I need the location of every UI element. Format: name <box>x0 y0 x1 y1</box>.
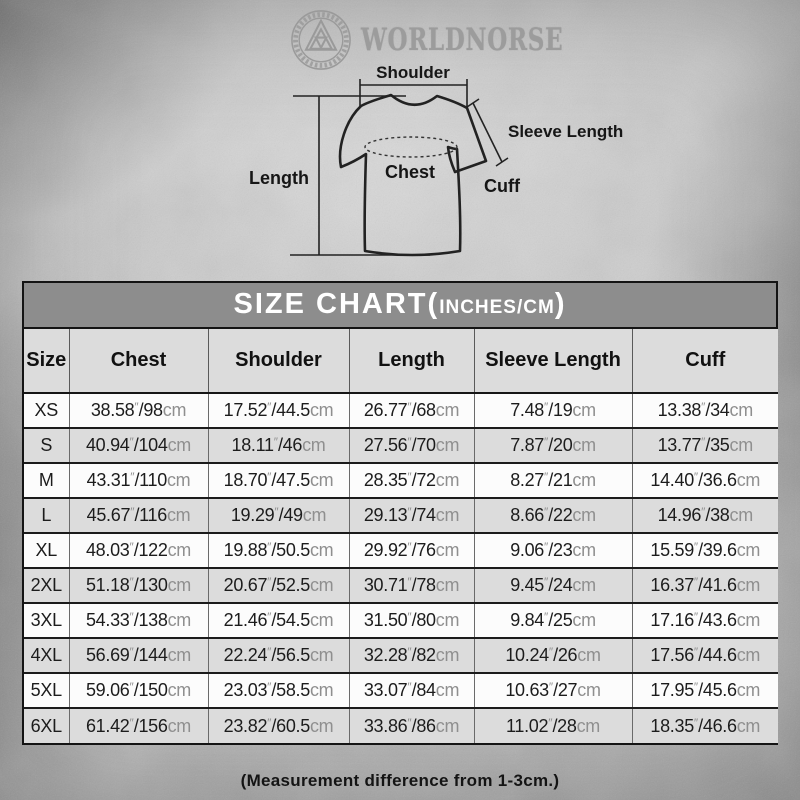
length-label: Length <box>249 168 309 188</box>
sleeve-length-cell: 8.66″/22cm <box>473 497 633 534</box>
size-table-header-row: Size Chest Shoulder Length Sleeve Length Cuff <box>24 329 778 394</box>
size-table: Size Chest Shoulder Length Sleeve Length Cuff… <box>24 329 778 743</box>
sleeve-length-cell: 9.06″/23cm <box>473 532 633 569</box>
cuff-cell: 17.16″/43.6cm <box>631 602 778 639</box>
cuff-cell: 15.59″/39.6cm <box>631 532 778 569</box>
size-cell: L <box>24 497 70 534</box>
cuff-cell: 18.35″/46.6cm <box>631 707 778 743</box>
size-cell: S <box>24 427 70 464</box>
size-cell: 2XL <box>24 567 70 604</box>
cuff-cell: 13.38″/34cm <box>631 392 778 429</box>
sleeve-length-cell: 8.27″/21cm <box>473 462 633 499</box>
shoulder-cell: 22.24″/56.5cm <box>207 637 350 674</box>
column-header: Shoulder <box>207 329 350 394</box>
size-row: 4XL 56.69″/144cm 22.24″/56.5cm 32.28″/82cm 1… <box>24 637 778 674</box>
size-row: 2XL 51.18″/130cm 20.67″/52.5cm 30.71″/78cm 9… <box>24 567 778 604</box>
sleeve-length-label: Sleeve Length <box>508 122 623 141</box>
size-row: M 43.31″/110cm 18.70″/47.5cm 28.35″/72cm 8.2… <box>24 462 778 499</box>
brand-name: WORLDNORSE <box>361 21 564 58</box>
sleeve-length-cell: 7.48″/19cm <box>473 392 633 429</box>
size-chart-title-close: ) <box>554 288 567 320</box>
size-cell: 4XL <box>24 637 70 674</box>
column-header: Sleeve Length <box>473 329 633 394</box>
size-cell: M <box>24 462 70 499</box>
length-cell: 31.50″/80cm <box>348 602 475 639</box>
cuff-cell: 14.96″/38cm <box>631 497 778 534</box>
size-row: 5XL 59.06″/150cm 23.03″/58.5cm 33.07″/84cm 1… <box>24 672 778 709</box>
sleeve-length-cell: 7.87″/20cm <box>473 427 633 464</box>
size-row: L 45.67″/116cm 19.29″/49cm 29.13″/74cm 8.66″… <box>24 497 778 534</box>
chest-cell: 51.18″/130cm <box>68 567 209 604</box>
sleeve-measure-line <box>466 98 509 167</box>
size-cell: 3XL <box>24 602 70 639</box>
shoulder-cell: 21.46″/54.5cm <box>207 602 350 639</box>
chest-cell: 48.03″/122cm <box>68 532 209 569</box>
size-chart-title-bar: SIZE CHART(INCHES/CM) <box>24 283 776 329</box>
size-row: XL 48.03″/122cm 19.88″/50.5cm 29.92″/76cm 9.… <box>24 532 778 569</box>
length-cell: 28.35″/72cm <box>348 462 475 499</box>
length-cell: 33.07″/84cm <box>348 672 475 709</box>
size-chart-title-units: INCHES/CM <box>439 297 555 318</box>
chest-cell: 43.31″/110cm <box>68 462 209 499</box>
length-cell: 29.13″/74cm <box>348 497 475 534</box>
shoulder-cell: 18.70″/47.5cm <box>207 462 350 499</box>
length-cell: 33.86″/86cm <box>348 707 475 743</box>
cuff-cell: 16.37″/41.6cm <box>631 567 778 604</box>
cuff-cell: 14.40″/36.6cm <box>631 462 778 499</box>
size-cell: 6XL <box>24 707 70 743</box>
size-cell: XS <box>24 392 70 429</box>
measurement-footnote: (Measurement difference from 1-3cm.) <box>240 771 560 790</box>
length-cell: 29.92″/76cm <box>348 532 475 569</box>
size-chart-title: SIZE CHART( <box>233 288 440 320</box>
size-chart: SIZE CHART(INCHES/CM) Size Chest Shoulder L… <box>22 281 778 745</box>
shoulder-label: Shoulder <box>376 63 450 82</box>
sleeve-length-cell: 9.84″/25cm <box>473 602 633 639</box>
chest-cell: 59.06″/150cm <box>68 672 209 709</box>
size-row: S 40.94″/104cm 18.11″/46cm 27.56″/70cm 7.87″… <box>24 427 778 464</box>
shoulder-measure-line <box>359 79 468 108</box>
cuff-cell: 17.56″/44.6cm <box>631 637 778 674</box>
brand-logo: WORLDNORSE <box>290 8 634 71</box>
length-cell: 32.28″/82cm <box>348 637 475 674</box>
cuff-cell: 13.77″/35cm <box>631 427 778 464</box>
chest-ellipse <box>364 136 458 158</box>
size-row: 3XL 54.33″/138cm 21.46″/54.5cm 31.50″/80cm 9… <box>24 602 778 639</box>
column-header: Chest <box>68 329 209 394</box>
size-row: 6XL 61.42″/156cm 23.82″/60.5cm 33.86″/86cm 1… <box>24 707 778 743</box>
length-cell: 26.77″/68cm <box>348 392 475 429</box>
column-header: Cuff <box>631 329 778 394</box>
tshirt-outline <box>338 93 488 257</box>
chest-cell: 54.33″/138cm <box>68 602 209 639</box>
sleeve-length-cell: 11.02″/28cm <box>473 707 633 743</box>
chest-cell: 56.69″/144cm <box>68 637 209 674</box>
shoulder-cell: 23.82″/60.5cm <box>207 707 350 743</box>
chest-cell: 38.58″/98cm <box>68 392 209 429</box>
chest-cell: 45.67″/116cm <box>68 497 209 534</box>
sleeve-length-cell: 10.63″/27cm <box>473 672 633 709</box>
sleeve-length-cell: 10.24″/26cm <box>473 637 633 674</box>
length-cell: 27.56″/70cm <box>348 427 475 464</box>
chest-label: Chest <box>385 162 435 182</box>
shoulder-cell: 18.11″/46cm <box>207 427 350 464</box>
shoulder-cell: 20.67″/52.5cm <box>207 567 350 604</box>
tshirt-measurement-diagram: Shoulder Sleeve Length Length Chest Cuff <box>249 63 623 257</box>
shoulder-cell: 19.88″/50.5cm <box>207 532 350 569</box>
shoulder-cell: 17.52″/44.5cm <box>207 392 350 429</box>
chest-cell: 40.94″/104cm <box>68 427 209 464</box>
cuff-cell: 17.95″/45.6cm <box>631 672 778 709</box>
length-cell: 30.71″/78cm <box>348 567 475 604</box>
shoulder-cell: 19.29″/49cm <box>207 497 350 534</box>
shoulder-cell: 23.03″/58.5cm <box>207 672 350 709</box>
valknut-icon <box>291 9 351 70</box>
size-cell: 5XL <box>24 672 70 709</box>
column-header: Size <box>24 329 70 394</box>
column-header: Length <box>348 329 475 394</box>
chest-cell: 61.42″/156cm <box>68 707 209 743</box>
sleeve-length-cell: 9.45″/24cm <box>473 567 633 604</box>
cuff-label: Cuff <box>484 176 521 196</box>
length-measure-line <box>290 95 430 256</box>
size-row: XS 38.58″/98cm 17.52″/44.5cm 26.77″/68cm 7.4… <box>24 392 778 429</box>
size-cell: XL <box>24 532 70 569</box>
